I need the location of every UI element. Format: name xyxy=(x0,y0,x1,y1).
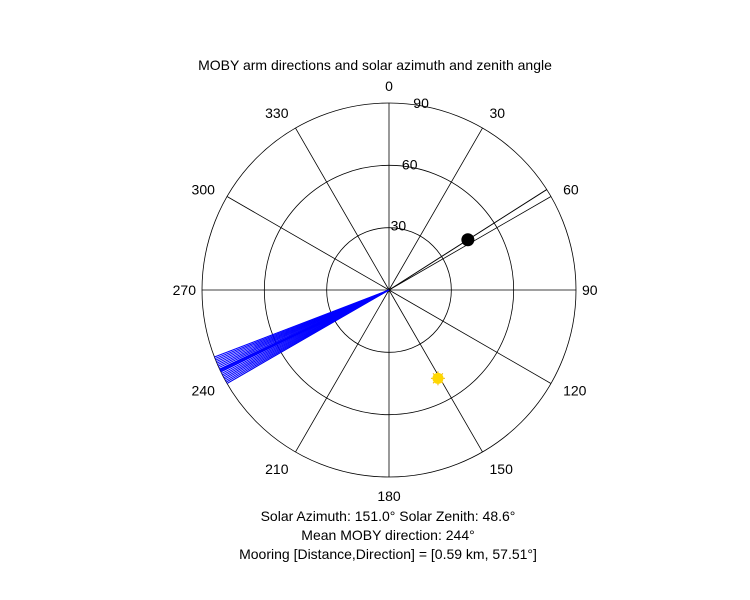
spoke-330 xyxy=(295,127,390,291)
solar-caption: Solar Azimuth: 151.0° Solar Zenith: 48.6… xyxy=(260,508,516,524)
ring-60 xyxy=(263,164,515,416)
spoke-30 xyxy=(388,127,483,291)
ring-90 xyxy=(201,102,577,478)
angle-tick-label: 270 xyxy=(173,282,197,298)
ring-30 xyxy=(326,227,452,353)
angle-tick-label: 120 xyxy=(563,383,587,399)
angle-tick-label: 180 xyxy=(377,488,401,504)
radial-tick-label: 30 xyxy=(391,218,407,234)
spoke-210 xyxy=(295,289,390,453)
angle-tick-label: 90 xyxy=(582,282,598,298)
spoke-150 xyxy=(388,289,483,453)
radial-tick-label: 90 xyxy=(413,95,429,111)
angle-tick-label: 30 xyxy=(490,105,506,121)
mooring-caption: Mooring [Distance,Direction] = [0.59 km,… xyxy=(239,546,537,562)
sun-marker xyxy=(430,371,445,386)
angle-tick-label: 150 xyxy=(490,461,514,477)
spoke-120 xyxy=(388,289,552,384)
angle-tick-label: 210 xyxy=(265,461,289,477)
angle-tick-label: 0 xyxy=(385,78,393,94)
polar-data xyxy=(214,189,547,386)
radial-tick-label: 60 xyxy=(402,156,418,172)
angle-tick-label: 300 xyxy=(192,182,216,198)
mooring-marker xyxy=(461,233,475,247)
polar-tick-labels: 0 30 60 90 120 150 180 210 240 270 300 330 30 60 90 xyxy=(173,78,598,504)
angle-tick-label: 60 xyxy=(563,182,579,198)
moby-arm-line xyxy=(214,289,390,358)
angle-tick-label: 240 xyxy=(192,383,216,399)
sun-disc xyxy=(432,372,444,384)
spoke-300 xyxy=(226,196,390,291)
moby-direction-caption: Mean MOBY direction: 244° xyxy=(301,527,475,543)
chart-title: MOBY arm directions and solar azimuth an… xyxy=(198,57,552,73)
angle-tick-label: 330 xyxy=(265,105,289,121)
